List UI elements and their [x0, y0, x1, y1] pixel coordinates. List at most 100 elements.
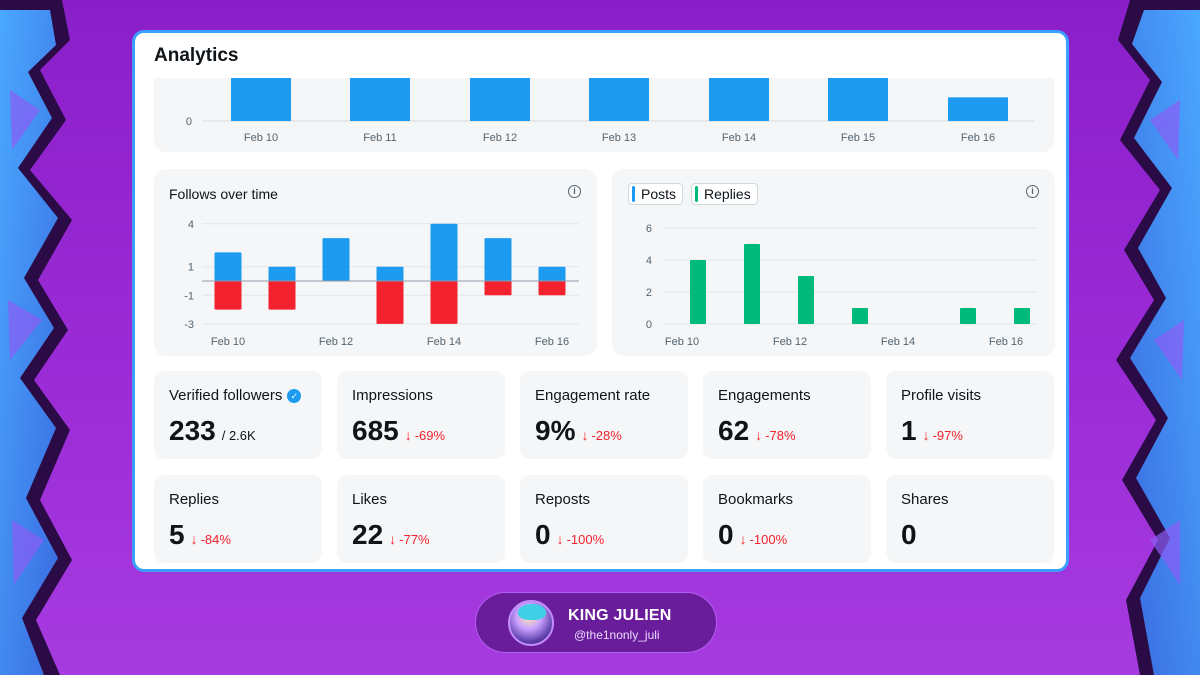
replies-bar [744, 244, 760, 324]
stat-value-row: 0 [901, 519, 917, 551]
bar [948, 97, 1008, 121]
bar [470, 78, 530, 121]
stat-verified-followers[interactable]: Verified followers ✓ 233 / 2.6K [154, 371, 322, 459]
arrow-down-icon: ↓ [556, 531, 564, 547]
info-icon[interactable]: i [568, 185, 581, 198]
stat-change-value: -100% [566, 532, 605, 547]
stat-value-row: 0 ↓ -100% [535, 519, 604, 551]
follows-bar [322, 238, 350, 281]
unfollows-bar [268, 281, 296, 310]
x-tick-label: Feb 10 [244, 132, 278, 144]
stat-label: Verified followers [169, 387, 283, 404]
y-tick-label: 4 [188, 219, 194, 231]
verified-badge-icon: ✓ [287, 388, 302, 403]
avatar [508, 600, 554, 646]
stat-value-row: 5 ↓ -84% [169, 519, 231, 551]
x-tick-label: Feb 12 [319, 336, 353, 348]
stat-value-row: 9% ↓ -28% [535, 415, 622, 447]
stat-label: Engagements [718, 387, 811, 404]
posts-swatch [632, 186, 635, 202]
y-tick-label: 6 [646, 223, 652, 235]
bar [709, 78, 769, 121]
stat-value: 22 [352, 519, 384, 550]
arrow-down-icon: ↓ [922, 427, 930, 443]
stat-replies[interactable]: Replies 5 ↓ -84% [154, 475, 322, 563]
stat-label: Profile visits [901, 387, 982, 404]
x-tick-label: Feb 14 [722, 132, 756, 144]
stat-label: Impressions [352, 387, 433, 404]
stat-value-row: 233 / 2.6K [169, 415, 256, 447]
stat-change-value: -69% [414, 428, 446, 443]
info-icon[interactable]: i [1026, 185, 1039, 198]
posts-chart-svg: 6 4 2 0 Feb 10 Feb 12 Feb 14 Feb 16 [646, 223, 1037, 348]
x-tick-label: Feb 12 [483, 132, 517, 144]
stat-subvalue: / 2.6K [221, 428, 256, 443]
x-tick-label: Feb 10 [665, 336, 699, 348]
follows-chart-svg: 4 1 -1 -3 Feb 10 Feb 12 Feb 14 Feb 16 [184, 219, 579, 348]
stat-change: ↓ -100% [740, 531, 788, 547]
bar [231, 78, 291, 121]
stat-change-value: -97% [932, 428, 963, 443]
stat-label: Likes [352, 491, 388, 508]
y-tick-label: -3 [184, 319, 194, 331]
stat-change-value: -78% [765, 428, 796, 443]
stat-change: ↓ -84% [191, 531, 231, 547]
stat-change-value: -100% [749, 532, 788, 547]
unfollows-bar [430, 281, 458, 324]
y-tick-label: 0 [186, 116, 192, 128]
chart-legend: Posts Replies [628, 183, 758, 205]
replies-bar [852, 308, 868, 324]
x-tick-label: Feb 16 [961, 132, 995, 144]
top-bar-chart: 0 Feb 10 Feb 11 Feb 12 Feb 13 Feb 14 Feb 15 Feb… [154, 78, 1054, 152]
stat-change: ↓ -69% [405, 427, 445, 443]
stat-engagements[interactable]: Engagements 62 ↓ -78% [703, 371, 871, 459]
x-tick-label: Feb 14 [427, 336, 461, 348]
stat-label: Reposts [535, 491, 591, 508]
stat-change: ↓ -97% [923, 427, 963, 443]
stat-change: ↓ -78% [755, 427, 795, 443]
replies-bar [1014, 308, 1030, 324]
legend-posts[interactable]: Posts [628, 183, 684, 205]
follows-bar [268, 266, 296, 281]
follows-bar [538, 266, 566, 281]
follows-over-time-panel: 4 1 -1 -3 Feb 10 Feb 12 Feb 14 Feb 16 Follows o… [154, 169, 597, 356]
stat-likes[interactable]: Likes 22 ↓ -77% [337, 475, 505, 563]
stat-label: Shares [901, 491, 949, 508]
x-tick-label: Feb 11 [363, 132, 396, 144]
y-tick-label: 0 [646, 319, 652, 331]
stat-label: Engagement rate [535, 387, 651, 404]
follows-chart-title: Follows over time [169, 186, 278, 202]
left-graffiti-decoration [0, 0, 80, 675]
profile-handle: @the1nonly_juli [574, 628, 660, 642]
x-tick-label: Feb 16 [535, 336, 569, 348]
stat-reposts[interactable]: Reposts 0 ↓ -100% [520, 475, 688, 563]
bar [828, 78, 888, 121]
stat-impressions[interactable]: Impressions 685 ↓ -69% [337, 371, 505, 459]
stat-label: Replies [169, 491, 220, 508]
arrow-down-icon: ↓ [755, 427, 763, 443]
stat-value: 0 [901, 519, 917, 550]
stat-change: ↓ -100% [557, 531, 605, 547]
unfollows-bar [484, 281, 512, 296]
replies-bar [798, 276, 814, 324]
stat-shares[interactable]: Shares 0 [886, 475, 1054, 563]
stat-value-row: 685 ↓ -69% [352, 415, 445, 447]
stat-value: 685 [352, 415, 399, 446]
y-tick-label: -1 [184, 290, 194, 302]
stat-value: 0 [535, 519, 551, 550]
stat-profile-visits[interactable]: Profile visits 1 ↓ -97% [886, 371, 1054, 459]
profile-pill[interactable]: KING JULIEN @the1nonly_juli [475, 592, 717, 653]
legend-replies[interactable]: Replies [691, 183, 758, 205]
stat-engagement-rate[interactable]: Engagement rate 9% ↓ -28% [520, 371, 688, 459]
follows-bar [484, 238, 512, 281]
stat-bookmarks[interactable]: Bookmarks 0 ↓ -100% [703, 475, 871, 563]
replies-bar [960, 308, 976, 324]
right-graffiti-decoration [1110, 0, 1200, 675]
arrow-down-icon: ↓ [190, 531, 198, 547]
top-bar-chart-svg: 0 Feb 10 Feb 11 Feb 12 Feb 13 Feb 14 Feb 15 Feb… [186, 78, 1034, 144]
x-tick-label: Feb 16 [989, 336, 1023, 348]
stat-label-wrap: Verified followers ✓ [169, 387, 302, 404]
x-tick-label: Feb 13 [602, 132, 636, 144]
stat-value-row: 62 ↓ -78% [718, 415, 796, 447]
stat-change-value: -28% [591, 428, 622, 443]
